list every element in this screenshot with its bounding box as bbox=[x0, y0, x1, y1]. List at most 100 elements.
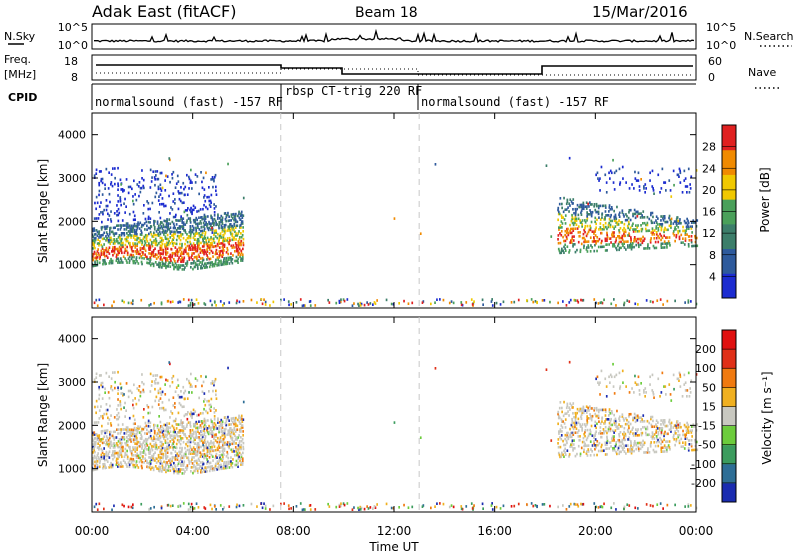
power-cell bbox=[572, 208, 574, 211]
velocity-cell bbox=[232, 448, 235, 451]
power-cell bbox=[143, 186, 145, 190]
power-cell bbox=[577, 301, 580, 304]
power-cell bbox=[156, 177, 159, 181]
velocity-cell bbox=[198, 467, 200, 470]
velocity-cell bbox=[117, 388, 120, 392]
velocity-cell bbox=[229, 432, 232, 436]
velocity-cell bbox=[124, 441, 126, 445]
colorbar-swatch bbox=[722, 174, 736, 200]
velocity-cell bbox=[565, 508, 568, 511]
power-cell bbox=[189, 246, 192, 250]
power-cell bbox=[205, 171, 207, 175]
velocity-cell bbox=[215, 448, 217, 452]
power-cell bbox=[136, 226, 139, 230]
velocity-cell bbox=[283, 502, 285, 505]
power-cell bbox=[694, 221, 696, 224]
power-cell bbox=[212, 222, 214, 225]
velocity-cell bbox=[199, 465, 201, 468]
power-cell bbox=[204, 236, 207, 240]
velocity-cell bbox=[566, 441, 568, 445]
velocity-cell bbox=[108, 375, 110, 378]
velocity-cell bbox=[687, 449, 690, 452]
power-cell bbox=[141, 241, 144, 244]
velocity-cell bbox=[206, 460, 209, 463]
velocity-cell bbox=[684, 441, 687, 444]
velocity-cell bbox=[172, 448, 175, 451]
velocity-cell bbox=[589, 430, 592, 434]
velocity-cell bbox=[639, 447, 642, 451]
power-cell bbox=[157, 234, 160, 237]
velocity-cell bbox=[157, 430, 160, 434]
velocity-cell bbox=[128, 459, 131, 463]
velocity-cell bbox=[210, 442, 212, 445]
power-cell bbox=[221, 228, 224, 231]
power-cell bbox=[667, 240, 670, 243]
velocity-cell bbox=[643, 425, 646, 429]
power-cell bbox=[686, 217, 688, 221]
velocity-cell bbox=[129, 445, 131, 449]
power-cell bbox=[632, 214, 634, 218]
velocity-cell bbox=[220, 428, 223, 432]
power-cell bbox=[240, 249, 243, 253]
velocity-cell bbox=[175, 417, 177, 421]
power-cell bbox=[652, 215, 654, 219]
velocity-cell bbox=[187, 438, 190, 442]
velocity-cell bbox=[562, 504, 564, 507]
velocity-cell bbox=[162, 443, 164, 446]
velocity-cell bbox=[141, 460, 143, 464]
power-cell bbox=[208, 252, 211, 255]
velocity-cell bbox=[644, 451, 647, 454]
velocity-cell bbox=[107, 454, 109, 458]
power-cell bbox=[175, 213, 177, 217]
velocity-cell bbox=[226, 452, 229, 456]
power-cell bbox=[103, 254, 106, 258]
power-cell bbox=[196, 242, 198, 245]
velocity-cell bbox=[129, 449, 132, 453]
velocity-cell bbox=[309, 504, 312, 507]
power-cell bbox=[189, 219, 192, 222]
power-cell bbox=[203, 235, 206, 238]
power-cell bbox=[129, 245, 132, 249]
velocity-cell bbox=[687, 447, 690, 450]
power-cell bbox=[564, 214, 567, 217]
velocity-cell bbox=[608, 441, 611, 444]
power-cell bbox=[107, 250, 109, 254]
nsearch-tick-bottom: 10^0 bbox=[706, 39, 736, 52]
velocity-cell bbox=[172, 436, 175, 440]
power-cell bbox=[587, 244, 590, 247]
power-cell bbox=[182, 223, 185, 226]
velocity-cell bbox=[208, 450, 210, 453]
power-cell bbox=[570, 219, 573, 223]
power-cell bbox=[491, 304, 494, 307]
velocity-cell bbox=[171, 434, 173, 437]
power-cell bbox=[572, 229, 575, 232]
velocity-cell bbox=[239, 428, 242, 431]
velocity-cell bbox=[123, 406, 125, 409]
velocity-cell bbox=[218, 463, 220, 467]
power-cell bbox=[150, 225, 153, 228]
velocity-cell bbox=[149, 450, 152, 454]
power-cell bbox=[196, 247, 199, 251]
power-cell bbox=[92, 256, 94, 260]
velocity-cell bbox=[166, 461, 168, 464]
power-cell bbox=[576, 248, 578, 252]
velocity-cell bbox=[129, 438, 131, 441]
power-cell bbox=[572, 202, 574, 205]
velocity-cell bbox=[618, 444, 621, 448]
velocity-cell bbox=[164, 468, 167, 472]
velocity-cell bbox=[632, 446, 634, 449]
velocity-cell bbox=[182, 421, 185, 424]
power-cell bbox=[584, 238, 586, 242]
velocity-cell bbox=[96, 438, 99, 442]
velocity-cell bbox=[613, 419, 616, 423]
power-cell bbox=[594, 208, 597, 212]
velocity-cell bbox=[92, 443, 95, 446]
power-cell bbox=[233, 246, 235, 249]
power-cell bbox=[213, 229, 216, 233]
velocity-cell bbox=[221, 449, 224, 453]
power-cell bbox=[145, 220, 148, 224]
colorbar-swatch bbox=[722, 387, 736, 407]
power-cell bbox=[162, 239, 164, 242]
power-cell bbox=[226, 248, 229, 252]
power-cell bbox=[694, 244, 696, 248]
